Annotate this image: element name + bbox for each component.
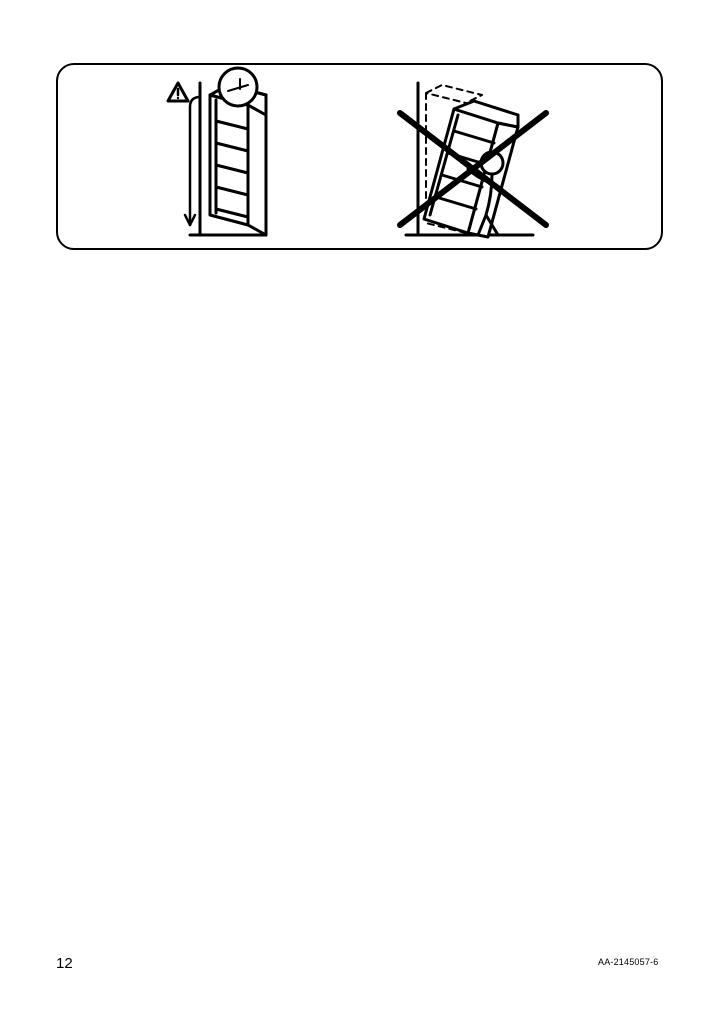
shelf-anchored-diagram [118, 65, 318, 248]
document-id: AA-2145057-6 [598, 957, 658, 967]
shelf-tipping-diagram [358, 65, 578, 248]
instruction-panel [56, 63, 663, 250]
page: 12 AA-2145057-6 [0, 0, 714, 1012]
page-number: 12 [56, 955, 73, 972]
